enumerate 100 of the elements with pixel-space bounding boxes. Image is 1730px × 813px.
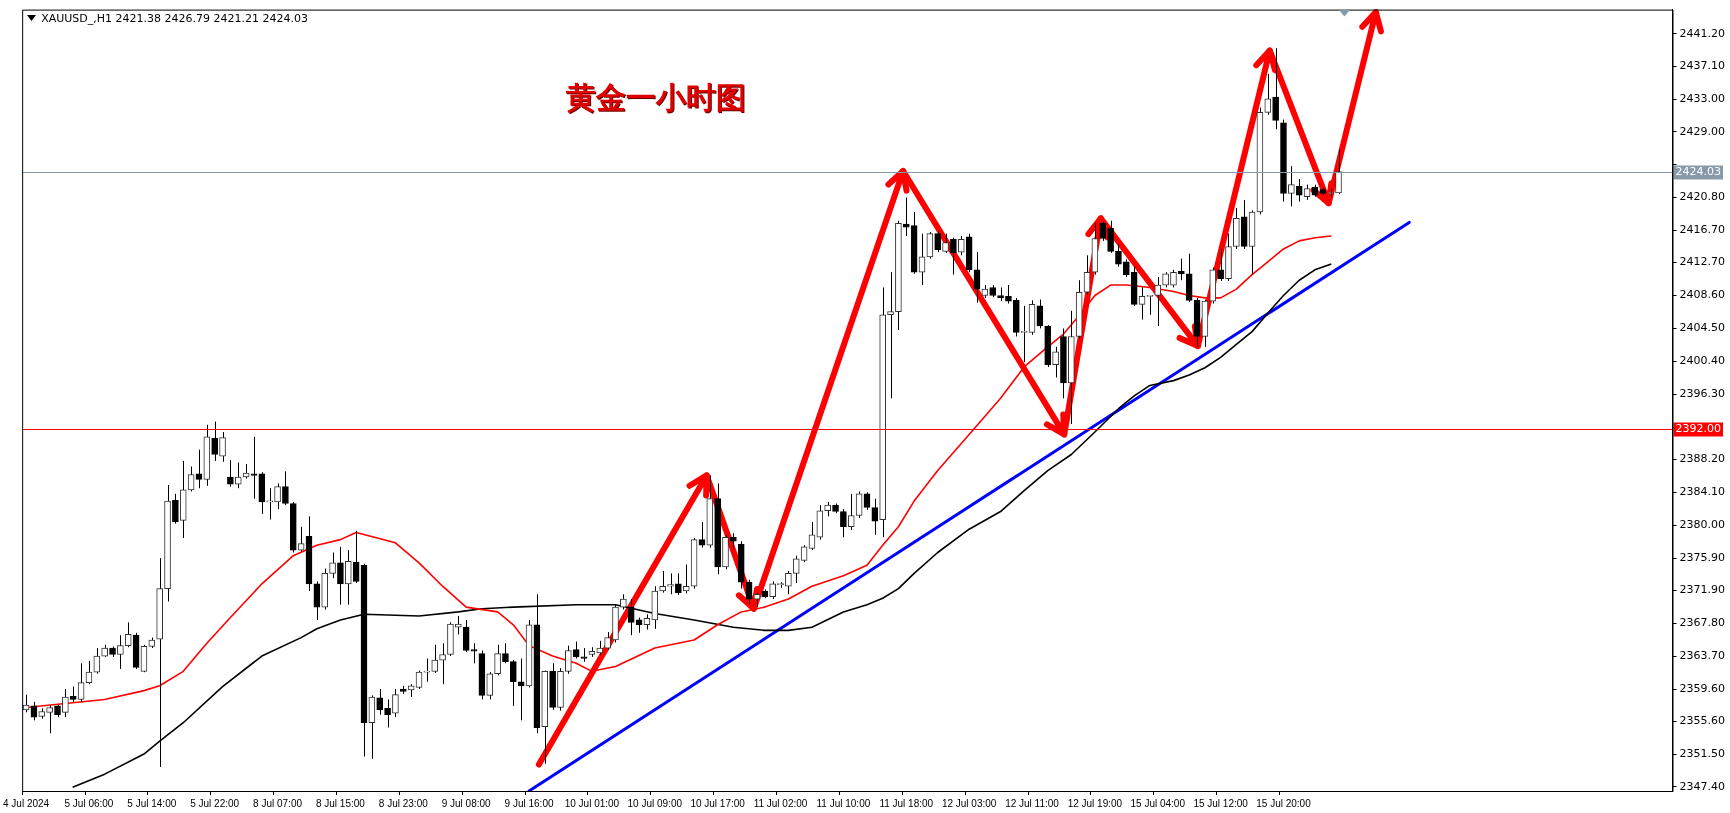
x-tick-label: 8 Jul 23:00 xyxy=(378,797,429,809)
candlestick xyxy=(792,555,800,584)
candlestick xyxy=(219,431,226,463)
candlestick xyxy=(1115,243,1122,268)
candlestick xyxy=(211,421,219,462)
candlestick xyxy=(1138,286,1146,321)
candlestick xyxy=(1099,220,1107,242)
y-tick-label: 2384.10 xyxy=(1679,485,1726,499)
ref-line-label: 2424.03 xyxy=(1675,165,1722,179)
candlestick xyxy=(266,487,274,521)
candlestick xyxy=(808,521,816,551)
candlestick xyxy=(282,470,289,506)
candlestick xyxy=(462,619,470,653)
y-tick-label: 2441.20 xyxy=(1679,26,1726,40)
candlestick xyxy=(934,230,942,253)
x-tick-label: 10 Jul 17:00 xyxy=(690,797,746,809)
candlestick xyxy=(565,645,572,675)
candlestick xyxy=(470,642,478,664)
candlestick xyxy=(510,659,517,707)
x-tick-label: 5 Jul 14:00 xyxy=(127,797,177,809)
candlestick xyxy=(1217,248,1224,282)
y-tick-label: 2380.00 xyxy=(1679,518,1726,532)
y-tick-label: 2355.60 xyxy=(1679,713,1726,727)
x-tick-label: 12 Jul 11:00 xyxy=(1005,797,1060,809)
y-tick-label: 2400.40 xyxy=(1679,354,1726,368)
candlestick xyxy=(698,521,706,549)
candlestick xyxy=(172,493,179,525)
candlestick xyxy=(840,508,847,538)
candlestick xyxy=(93,647,101,675)
candlestick xyxy=(384,698,391,729)
candlestick xyxy=(517,657,525,721)
candlestick xyxy=(1288,165,1295,207)
candlestick xyxy=(195,449,203,489)
candlestick xyxy=(785,570,792,595)
candlestick xyxy=(439,642,446,685)
x-tick-label: 15 Jul 20:00 xyxy=(1256,797,1312,809)
candlestick xyxy=(337,546,344,606)
y-tick-label: 2347.40 xyxy=(1679,779,1726,793)
x-tick-label: 5 Jul 06:00 xyxy=(64,797,114,809)
y-tick-label: 2437.10 xyxy=(1679,59,1726,73)
y-tick-label: 2371.90 xyxy=(1679,583,1726,597)
candlestick xyxy=(1264,73,1272,116)
candlestick xyxy=(250,436,258,500)
candlestick xyxy=(494,644,501,676)
candlestick xyxy=(454,615,462,635)
x-tick-label: 11 Jul 10:00 xyxy=(816,797,871,809)
candlestick xyxy=(234,462,242,489)
x-tick-label: 10 Jul 09:00 xyxy=(627,797,683,809)
candlestick xyxy=(950,237,957,276)
candlestick xyxy=(847,493,855,531)
candlestick xyxy=(1154,276,1162,327)
y-tick-label: 2412.70 xyxy=(1679,255,1726,269)
x-tick-label: 8 Jul 15:00 xyxy=(315,797,366,809)
candlestick xyxy=(274,482,281,510)
candlestick xyxy=(659,570,666,594)
candlestick xyxy=(887,271,894,399)
y-tick-label: 2367.80 xyxy=(1679,616,1726,630)
candlestick xyxy=(942,233,949,254)
text: 黄金一小时图 xyxy=(566,79,746,117)
candlestick xyxy=(1335,148,1342,195)
candlestick xyxy=(117,634,124,670)
candlestick xyxy=(62,688,69,718)
y-tick-label: 2359.60 xyxy=(1679,681,1726,695)
x-tick-label: 12 Jul 03:00 xyxy=(941,797,997,809)
y-tick-label: 2404.50 xyxy=(1679,321,1726,335)
candlestick xyxy=(502,642,509,664)
y-tick-label: 2363.70 xyxy=(1679,648,1726,662)
x-tick-label: 8 Jul 07:00 xyxy=(253,797,303,809)
candlestick xyxy=(1052,346,1059,378)
candlestick xyxy=(376,688,384,716)
candlestick xyxy=(1295,178,1303,203)
candlestick xyxy=(392,688,399,718)
x-tick-label: 12 Jul 19:00 xyxy=(1067,797,1123,809)
x-tick-label: 4 Jul 2024 xyxy=(3,797,50,809)
chart-title: XAUUSD_,H1 2421.38 2426.79 2421.21 2424.03 xyxy=(41,11,308,25)
x-tick-label: 9 Jul 08:00 xyxy=(441,797,492,809)
x-tick-label: 15 Jul 12:00 xyxy=(1193,797,1249,809)
candlestick xyxy=(124,621,132,648)
candlestick xyxy=(1107,220,1114,254)
x-tick-label: 11 Jul 18:00 xyxy=(879,797,934,809)
x-tick-label: 10 Jul 01:00 xyxy=(564,797,620,809)
candlestick xyxy=(675,572,682,596)
candlestick xyxy=(227,459,234,488)
x-tick-label: 5 Jul 22:00 xyxy=(190,797,240,809)
candlestick xyxy=(1005,284,1012,305)
candlestick xyxy=(486,671,494,700)
y-tick-label: 2351.50 xyxy=(1679,746,1726,760)
candlestick xyxy=(329,551,336,579)
candlestick xyxy=(46,704,53,734)
candlestick xyxy=(682,564,690,594)
y-tick-label: 2408.60 xyxy=(1679,288,1726,302)
candlestick xyxy=(957,235,965,256)
candlestick xyxy=(1178,258,1185,281)
candlestick xyxy=(627,598,635,636)
candlestick xyxy=(667,572,674,595)
y-tick-label: 2375.90 xyxy=(1679,550,1726,564)
candlestick xyxy=(1272,47,1279,130)
x-tick-label: 15 Jul 04:00 xyxy=(1130,797,1186,809)
x-tick-label: 9 Jul 16:00 xyxy=(504,797,554,809)
y-tick-label: 2396.30 xyxy=(1679,387,1726,401)
